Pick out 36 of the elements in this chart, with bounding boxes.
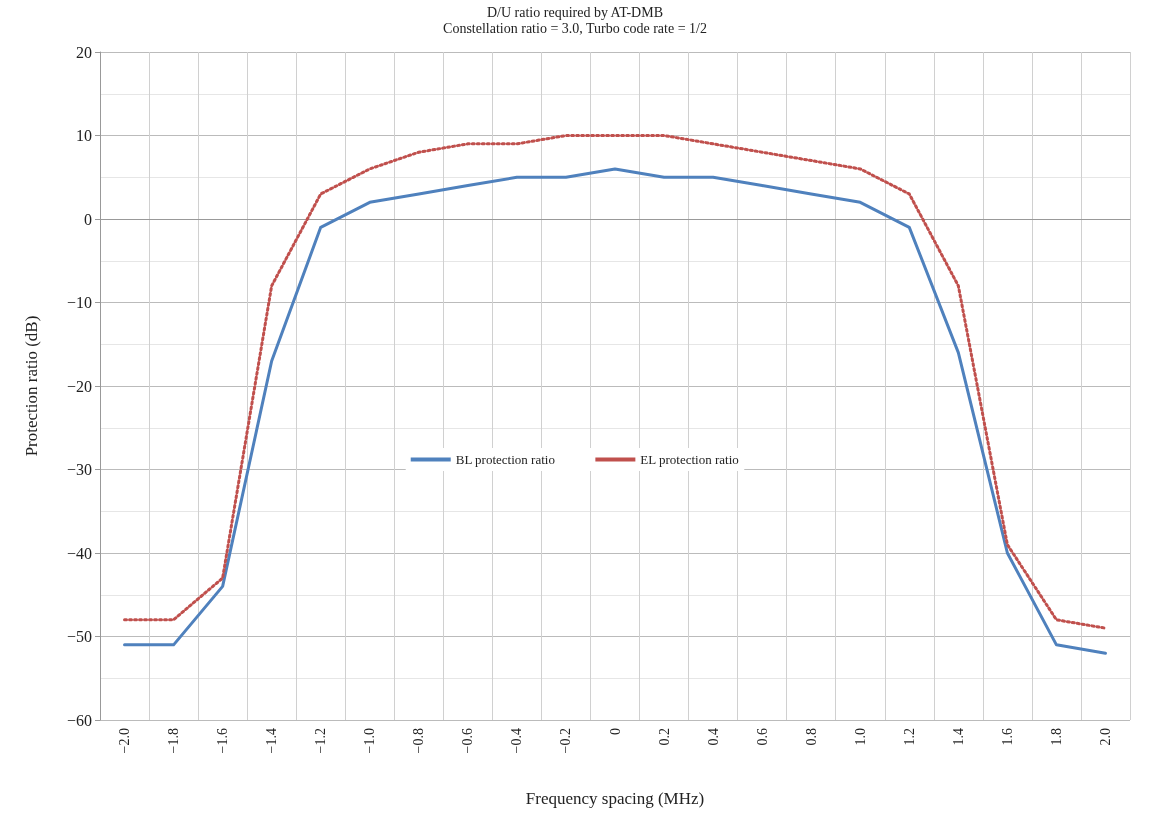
legend-label: BL protection ratio <box>455 452 555 467</box>
y-tick-label: −60 <box>66 711 92 729</box>
chart-title: D/U ratio required by AT-DMB <box>486 4 664 20</box>
x-tick-label: 0.4 <box>705 728 721 746</box>
x-tick-label: 0.6 <box>754 728 770 746</box>
legend-label: EL protection ratio <box>640 452 739 467</box>
x-tick-label: 1.4 <box>950 728 966 746</box>
x-tick-label: 1.8 <box>1048 728 1064 746</box>
x-tick-label: 2.0 <box>1097 728 1113 746</box>
x-tick-label: −0.4 <box>509 728 525 754</box>
x-tick-label: −1.0 <box>362 728 378 754</box>
y-tick-label: 0 <box>84 210 92 228</box>
y-tick-label: −10 <box>66 294 92 311</box>
y-tick-label: −40 <box>66 544 92 562</box>
x-tick-label: −1.8 <box>166 728 182 754</box>
x-tick-label: −1.4 <box>264 728 280 754</box>
x-tick-label: −1.6 <box>215 728 231 754</box>
x-tick-label: 0.8 <box>803 728 819 746</box>
x-axis-title: Frequency spacing (MHz) <box>525 789 705 808</box>
y-tick-label: −20 <box>66 377 92 395</box>
x-tick-label: −0.8 <box>411 728 427 754</box>
x-tick-label: 1.2 <box>901 728 917 746</box>
x-tick-label: −0.2 <box>558 728 574 754</box>
x-tick-label: 1.6 <box>999 728 1015 746</box>
x-tick-label: 1.0 <box>852 728 868 746</box>
y-tick-label: 20 <box>76 43 92 61</box>
x-tick-label: 0.2 <box>656 728 672 746</box>
y-tick-label: −50 <box>66 628 92 645</box>
chart-subtitle: Constellation ratio = 3.0, Turbo code rate = 1/2 <box>443 20 707 36</box>
x-tick-label: −2.0 <box>117 728 133 754</box>
y-axis-title: Protection ratio (dB) <box>22 315 41 457</box>
y-tick-label: 10 <box>76 127 92 144</box>
y-tick-label: −30 <box>66 461 92 478</box>
x-tick-label: 0 <box>607 728 623 735</box>
x-tick-label: −0.6 <box>460 728 476 754</box>
x-tick-label: −1.2 <box>313 728 329 754</box>
